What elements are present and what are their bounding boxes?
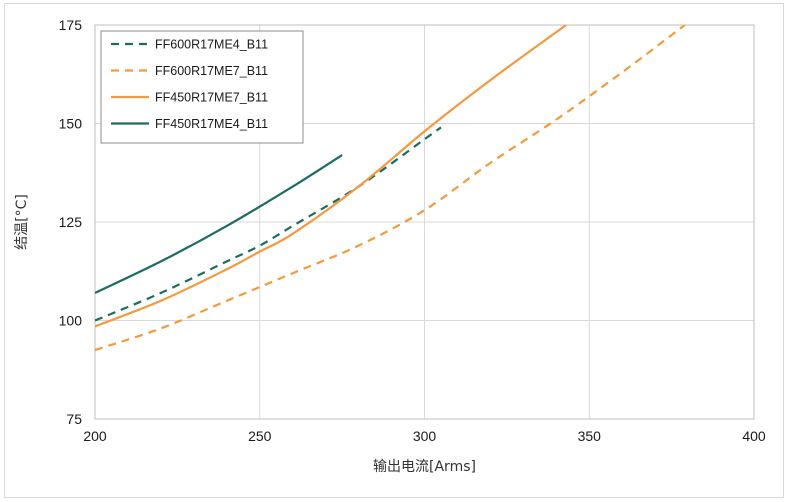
y-tick-label: 100 — [59, 313, 83, 329]
y-axis-title: 结温[°C] — [14, 194, 30, 250]
legend-label: FF600R17ME7_B11 — [155, 64, 268, 78]
legend-item: FF600R17ME4_B11 — [111, 38, 268, 52]
series-lines — [95, 25, 686, 352]
y-tick-label: 75 — [66, 411, 82, 427]
legend-item: FF450R17ME4_B11 — [111, 117, 268, 131]
series-line-ff450r17me7-b11 — [95, 25, 567, 328]
series-line-ff600r17me7-b11 — [95, 25, 686, 352]
legend: FF600R17ME4_B11 FF600R17ME7_B11 FF450R17ME… — [100, 30, 304, 144]
legend-label: FF600R17ME4_B11 — [155, 38, 268, 52]
tick-labels: 200 250 300 350 400 75 100 125 150 175 — [59, 17, 766, 444]
legend-label: FF450R17ME7_B11 — [155, 91, 268, 105]
series-line-ff600r17me4-b11 — [95, 126, 442, 322]
x-tick-label: 200 — [83, 428, 107, 444]
x-tick-label: 350 — [578, 428, 602, 444]
x-axis-title: 输出电流[Arms] — [373, 459, 476, 475]
x-tick-label: 300 — [413, 428, 437, 444]
y-tick-label: 175 — [59, 17, 83, 33]
plot-area-border — [94, 24, 755, 420]
series-line-ff450r17me4-b11 — [95, 154, 343, 294]
x-tick-label: 250 — [248, 428, 272, 444]
legend-item: FF600R17ME7_B11 — [111, 64, 268, 78]
y-tick-label: 125 — [59, 214, 83, 230]
y-tick-label: 150 — [59, 116, 83, 132]
x-tick-label: 400 — [742, 428, 766, 444]
legend-label: FF450R17ME4_B11 — [155, 117, 268, 131]
legend-item: FF450R17ME7_B11 — [111, 91, 268, 105]
